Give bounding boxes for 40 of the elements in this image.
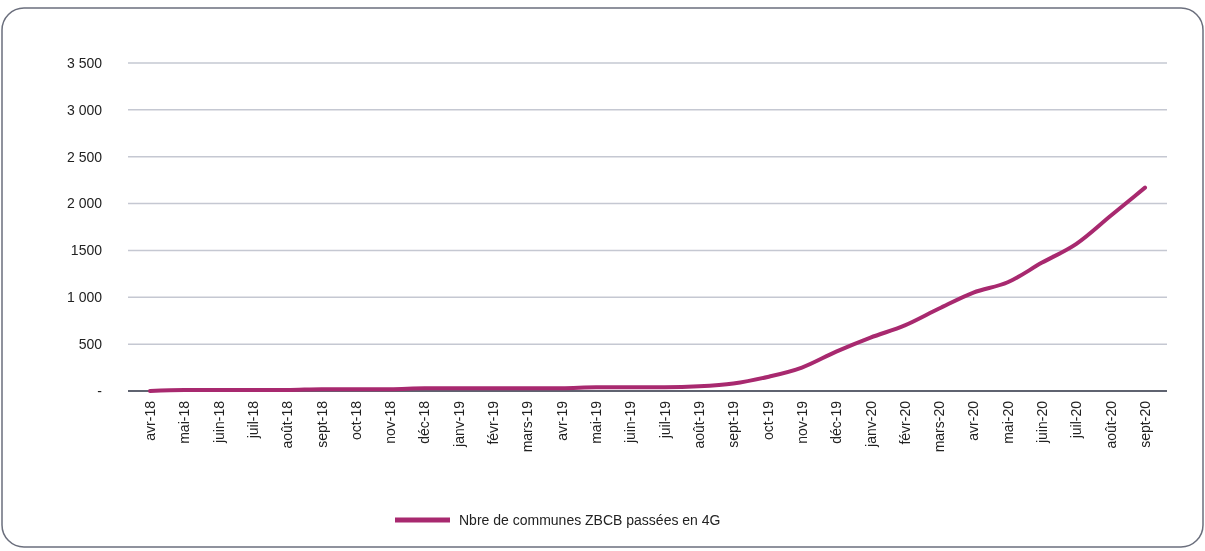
x-tick-label: juin-18 xyxy=(210,400,227,445)
x-tick-label: août-19 xyxy=(690,400,707,449)
x-tick-label: mars-20 xyxy=(931,400,948,453)
x-tick-label: nov-18 xyxy=(382,400,399,444)
y-tick-label: 2 000 xyxy=(66,195,103,212)
x-tick-label: déc-19 xyxy=(828,400,845,444)
x-tick-label: oct-19 xyxy=(759,400,776,440)
x-tick-label: juil-20 xyxy=(1068,400,1085,440)
x-tick-label: avr-20 xyxy=(965,400,982,441)
x-tick-label: août-18 xyxy=(279,400,296,449)
x-tick-label: sept-18 xyxy=(313,400,330,448)
x-tick-label: sept-19 xyxy=(725,400,742,448)
x-tick-label: juil-18 xyxy=(244,400,261,440)
x-tick-label: juin-19 xyxy=(622,400,639,445)
x-tick-label: août-20 xyxy=(1102,400,1119,449)
x-tick-label: oct-18 xyxy=(347,400,364,440)
x-tick-label: nov-19 xyxy=(793,400,810,444)
x-tick-label: mai-19 xyxy=(588,400,605,444)
x-tick-label: janv-20 xyxy=(862,400,879,448)
x-tick-label: déc-18 xyxy=(416,400,433,444)
y-tick-label: 1500 xyxy=(70,242,103,259)
y-tick-label: 500 xyxy=(78,336,103,353)
x-tick-label: janv-19 xyxy=(450,400,467,448)
y-tick-label: 3 500 xyxy=(66,54,103,71)
x-tick-label: juil-19 xyxy=(656,400,673,440)
legend-label: Nbre de communes ZBCB passées en 4G xyxy=(459,511,721,528)
x-tick-label: mai-20 xyxy=(999,400,1016,444)
x-tick-label: juin-20 xyxy=(1034,400,1051,445)
x-tick-label: févr-19 xyxy=(485,400,502,445)
x-tick-label: mai-18 xyxy=(176,400,193,444)
y-tick-label: - xyxy=(97,382,103,399)
x-tick-label: avr-18 xyxy=(142,400,158,441)
x-tick-label: sept-20 xyxy=(1137,400,1153,448)
x-tick-label: févr-20 xyxy=(896,400,913,445)
x-tick-label: mars-19 xyxy=(519,400,536,453)
line-series xyxy=(148,185,1147,393)
y-tick-label: 1 000 xyxy=(66,289,103,306)
x-tick-label: avr-19 xyxy=(553,400,570,441)
y-tick-label: 2 500 xyxy=(66,148,103,165)
y-tick-label: 3 000 xyxy=(66,101,103,118)
